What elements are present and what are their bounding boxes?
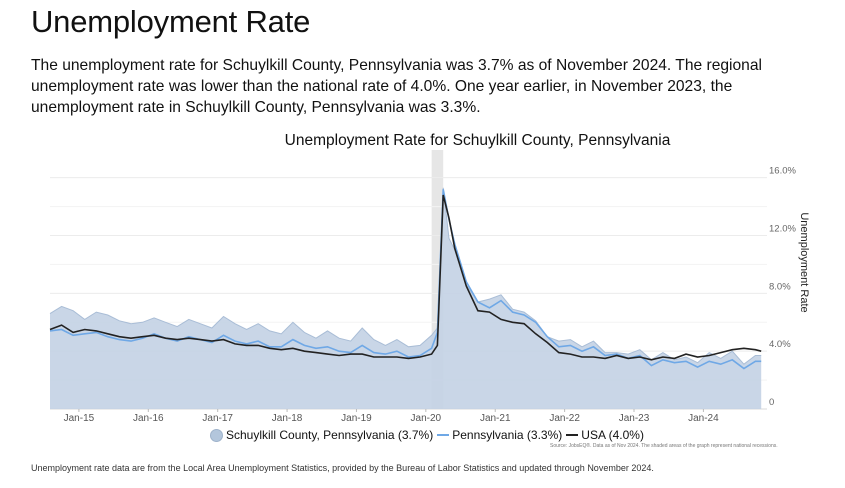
chart-source-note: Source: JobsEQ®. Data as of Nov 2024. Th…	[550, 443, 778, 449]
x-tick-label: Jan-21	[480, 413, 511, 424]
x-tick-label: Jan-15	[64, 413, 95, 424]
chart-legend: Schuylkill County, Pennsylvania (3.7%) P…	[210, 428, 644, 442]
y-axis-title: Unemployment Rate	[798, 212, 810, 312]
y-tick-label: 0	[769, 397, 774, 408]
x-tick-label: Jan-22	[549, 413, 580, 424]
x-tick-label: Jan-16	[133, 413, 164, 424]
legend-label-county: Schuylkill County, Pennsylvania (3.7%)	[226, 428, 434, 442]
legend-swatch-usa	[566, 434, 579, 436]
legend-item-usa[interactable]: USA (4.0%)	[566, 428, 644, 442]
x-tick-label: Jan-23	[619, 413, 650, 424]
series-line-usa	[49, 194, 762, 361]
page-title: Unemployment Rate	[31, 4, 311, 39]
unemployment-chart: 0 4.0% 8.0% 12.0% 16.0% Jan-15 Jan-16 Jan-17 Jan…	[49, 150, 810, 424]
legend-swatch-state	[437, 434, 450, 436]
legend-swatch-county	[210, 428, 223, 442]
x-tick-label: Jan-20	[411, 413, 442, 424]
series-line-pennsylvania	[49, 189, 762, 370]
chart-title: Unemployment Rate for Schuylkill County,…	[284, 132, 671, 149]
series-line-county	[49, 187, 762, 365]
series-area-county	[50, 187, 762, 409]
x-tick-label: Jan-17	[202, 413, 233, 424]
legend-label-usa: USA (4.0%)	[581, 428, 644, 442]
x-tick-label: Jan-24	[688, 413, 719, 424]
recession-band	[431, 150, 444, 409]
y-tick-label: 8.0%	[769, 281, 791, 292]
y-tick-label: 12.0%	[769, 224, 796, 235]
legend-label-state: Pennsylvania (3.3%)	[452, 428, 563, 442]
x-tick-label: Jan-18	[272, 413, 303, 424]
footnote: Unemployment rate data are from the Loca…	[31, 463, 654, 473]
y-tick-label: 4.0%	[769, 339, 791, 350]
y-tick-label: 16.0%	[769, 166, 796, 177]
legend-item-state[interactable]: Pennsylvania (3.3%)	[437, 428, 562, 442]
legend-item-county[interactable]: Schuylkill County, Pennsylvania (3.7%)	[210, 428, 433, 442]
summary-paragraph: The unemployment rate for Schuylkill Cou…	[31, 57, 762, 116]
x-tick-label: Jan-19	[341, 413, 372, 424]
